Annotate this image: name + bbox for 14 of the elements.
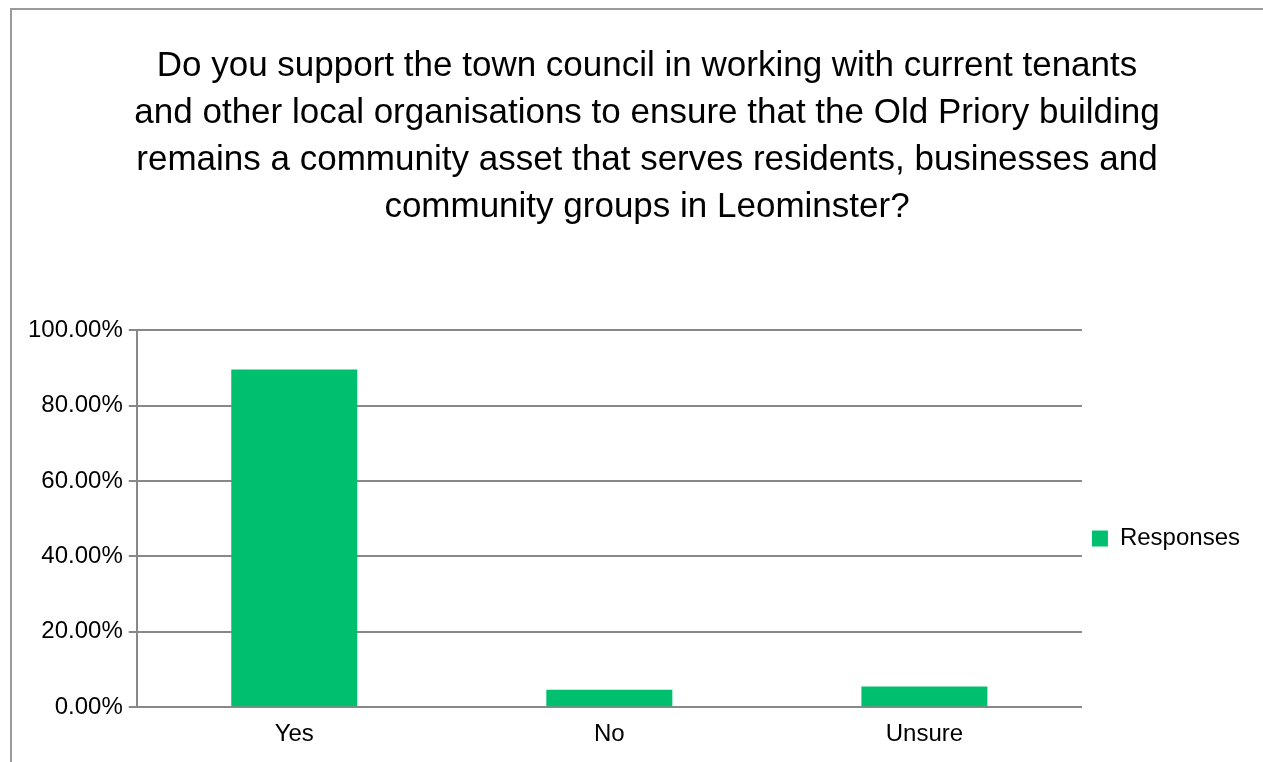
bar (546, 689, 673, 707)
y-tick-label: 100.00% (28, 315, 123, 343)
y-tick-label: 0.00% (54, 691, 123, 719)
y-tick-label: 40.00% (41, 541, 123, 569)
legend-label: Responses (1119, 523, 1241, 551)
y-tick-label: 60.00% (41, 465, 123, 493)
bar (231, 369, 358, 707)
x-tick-label: Yes (274, 719, 314, 747)
x-tick-label: No (593, 719, 625, 747)
y-tick-label: 20.00% (41, 616, 123, 644)
bar (861, 686, 988, 707)
chart-title: Do you support the town council in working with current tenants and other local organisations to ensure that the Old Priory building remains a community asset that serves residents, businesses and community groups in Leominster? (133, 43, 1161, 226)
x-tick-label: Unsure (885, 719, 964, 747)
y-tick-label: 80.00% (41, 390, 123, 418)
